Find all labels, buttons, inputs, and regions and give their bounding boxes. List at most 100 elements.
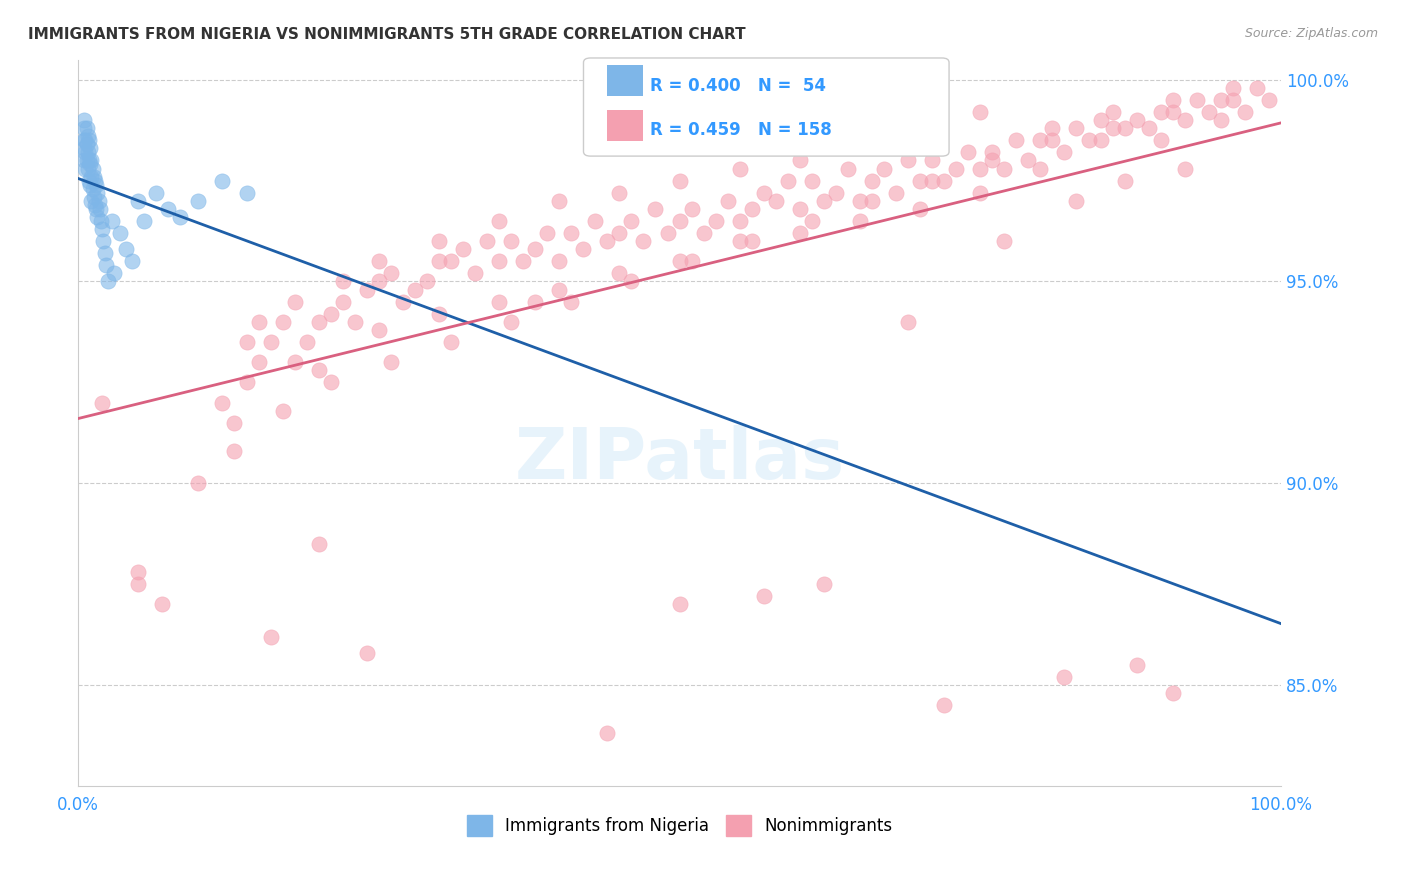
Point	[89, 202, 111, 216]
Point	[308, 537, 330, 551]
Point	[308, 315, 330, 329]
Point	[524, 294, 547, 309]
Point	[94, 258, 117, 272]
Point	[560, 226, 582, 240]
Point	[91, 395, 114, 409]
Point	[752, 186, 775, 200]
Point	[512, 254, 534, 268]
Point	[84, 202, 107, 216]
Point	[308, 363, 330, 377]
Point	[110, 226, 132, 240]
Point	[150, 597, 173, 611]
Point	[884, 186, 907, 200]
Point	[235, 376, 257, 390]
Point	[77, 153, 100, 168]
Point	[380, 355, 402, 369]
Point	[849, 133, 872, 147]
Point	[548, 194, 571, 208]
Point	[79, 178, 101, 192]
Point	[717, 194, 740, 208]
Point	[121, 254, 143, 268]
Point	[488, 254, 510, 268]
Point	[319, 307, 342, 321]
Point	[583, 214, 606, 228]
Point	[969, 186, 991, 200]
Point	[1258, 93, 1281, 107]
Point	[1029, 133, 1052, 147]
Point	[103, 267, 125, 281]
Point	[211, 174, 233, 188]
Point	[187, 476, 209, 491]
Point	[969, 161, 991, 176]
Point	[765, 194, 787, 208]
Point	[1185, 93, 1208, 107]
Point	[247, 315, 270, 329]
Point	[873, 161, 896, 176]
Point	[79, 157, 101, 171]
Point	[1101, 121, 1123, 136]
Point	[657, 226, 679, 240]
Point	[440, 334, 463, 349]
Point	[295, 334, 318, 349]
Point	[73, 153, 96, 168]
Point	[1017, 153, 1039, 168]
Text: IMMIGRANTS FROM NIGERIA VS NONIMMIGRANTS 5TH GRADE CORRELATION CHART: IMMIGRANTS FROM NIGERIA VS NONIMMIGRANTS…	[28, 27, 745, 42]
Point	[908, 174, 931, 188]
Point	[145, 186, 167, 200]
Point	[1209, 93, 1232, 107]
Point	[741, 234, 763, 248]
Point	[73, 133, 96, 147]
Point	[596, 726, 619, 740]
Point	[993, 234, 1015, 248]
Point	[596, 234, 619, 248]
Point	[860, 194, 883, 208]
Point	[728, 161, 751, 176]
Point	[84, 174, 107, 188]
Point	[367, 323, 389, 337]
Point	[620, 275, 643, 289]
Point	[524, 242, 547, 256]
Point	[1114, 174, 1136, 188]
Point	[1161, 93, 1184, 107]
Point	[451, 242, 474, 256]
Point	[82, 161, 104, 176]
Point	[416, 275, 439, 289]
Point	[728, 214, 751, 228]
Point	[73, 121, 96, 136]
Point	[211, 395, 233, 409]
Point	[681, 254, 703, 268]
Point	[789, 226, 811, 240]
Point	[681, 202, 703, 216]
Point	[404, 283, 426, 297]
Point	[560, 294, 582, 309]
Point	[86, 186, 108, 200]
Point	[75, 145, 97, 160]
Point	[668, 597, 690, 611]
Point	[127, 565, 149, 579]
Point	[80, 153, 103, 168]
Point	[800, 174, 823, 188]
Point	[969, 105, 991, 120]
Point	[127, 194, 149, 208]
Point	[90, 214, 112, 228]
Point	[1125, 113, 1147, 128]
Point	[427, 254, 450, 268]
Point	[319, 376, 342, 390]
Point	[134, 214, 156, 228]
Point	[501, 234, 523, 248]
Point	[1114, 121, 1136, 136]
Point	[1090, 113, 1112, 128]
Point	[157, 202, 180, 216]
Point	[1005, 133, 1028, 147]
Point	[75, 161, 97, 176]
Point	[921, 174, 943, 188]
Point	[849, 214, 872, 228]
Point	[169, 210, 191, 224]
Point	[380, 267, 402, 281]
Point	[77, 174, 100, 188]
Point	[1246, 80, 1268, 95]
Point	[800, 214, 823, 228]
Point	[1161, 105, 1184, 120]
Point	[392, 294, 415, 309]
Point	[897, 315, 920, 329]
